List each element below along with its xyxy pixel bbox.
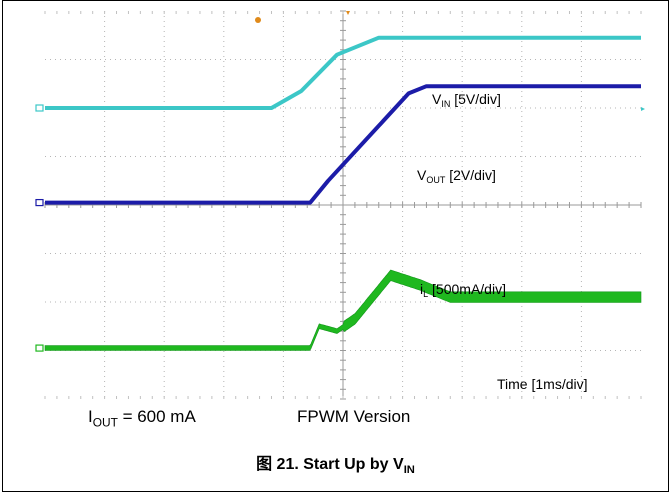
scope-traces [44,35,642,351]
frame-top-line [2,0,669,1]
channel-markers [35,104,44,352]
time-scale-label: Time [1ms/div] [497,376,588,392]
figure-title: 图 21. Start Up by VIN [256,456,415,477]
trace-vin [45,35,641,110]
channel-label-2: VOUT [2V/div] [417,167,496,185]
right-edge-marker [641,107,645,111]
channel-marker-2 [35,198,44,207]
channel-marker-3 [35,344,44,352]
channel-label-3: iL [500mA/div] [420,281,506,299]
oscilloscope-plot: VIN [5V/div] VOUT [2V/div] iL [500mA/div] T… [35,10,645,400]
output-current-note: IOUT = 600 mA [88,407,196,430]
trace-il [44,269,642,351]
channel-marker-1 [35,104,44,112]
version-note: FPWM Version [297,407,411,426]
scope-grid [44,10,642,400]
trace-vout [45,84,641,205]
channel-labels: VIN [5V/div] VOUT [2V/div] iL [500mA/div] T… [417,91,588,392]
trigger-markers [255,11,645,111]
trigger-level-marker [255,17,261,23]
channel-label-1: VIN [5V/div] [432,91,501,109]
trigger-position-marker [346,11,350,15]
